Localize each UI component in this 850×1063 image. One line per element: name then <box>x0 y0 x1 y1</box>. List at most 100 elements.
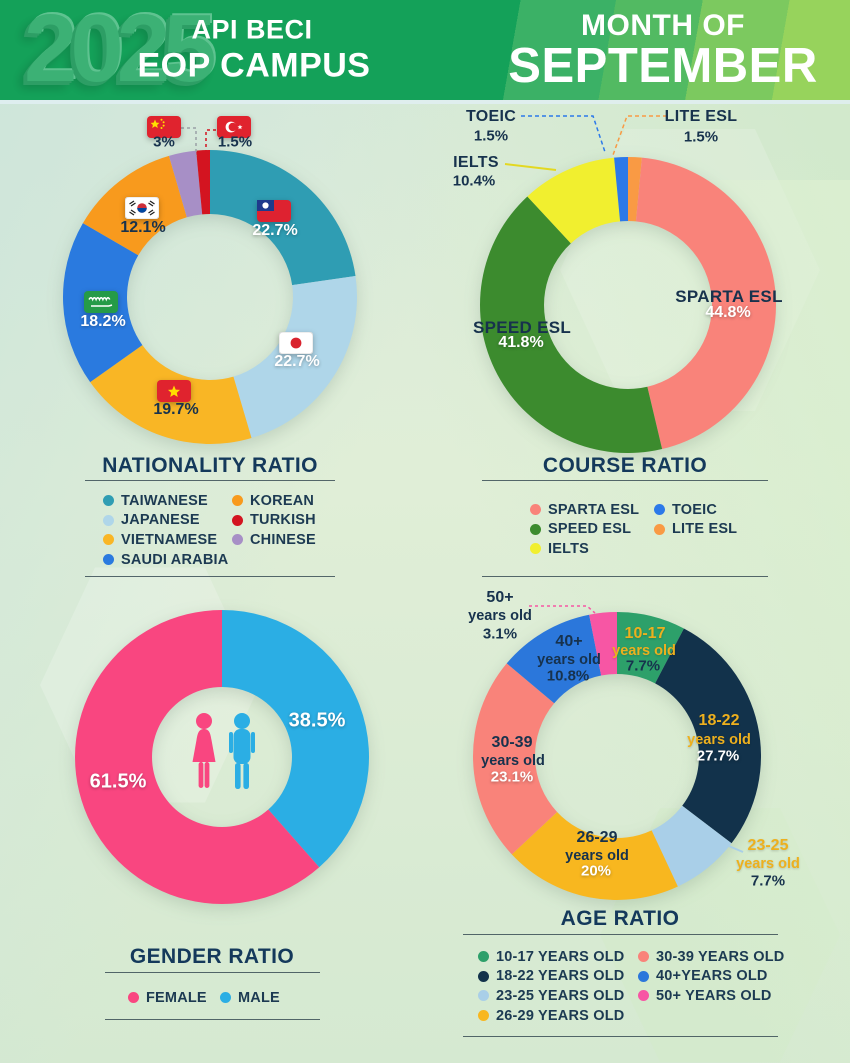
male-person-icon <box>229 713 255 789</box>
legend-item-ielts: IELTS <box>530 539 639 559</box>
age-18-22-sub-label: years old <box>687 732 751 748</box>
nationality-legend-col2: KOREAN TURKISH CHINESE <box>232 491 316 550</box>
legend-dot <box>103 495 114 507</box>
course-slice-lite-esl <box>628 157 642 222</box>
age-slice-50-years-old <box>589 612 617 676</box>
legend-dot <box>478 1010 489 1022</box>
legend-dot <box>478 990 489 1002</box>
age-legend-col2: 30-39 YEARS OLD 40+YEARS OLD 50+ YEARS O… <box>638 947 784 1006</box>
course-slice-speed-esl <box>480 196 663 453</box>
age-30-39-sub-label: years old <box>481 753 545 769</box>
legend-item-female: FEMALE <box>128 988 207 1008</box>
toeic-callout-line <box>521 115 606 153</box>
legend-dot <box>530 523 541 535</box>
age-23-25-percent-label: 7.7% <box>750 872 786 890</box>
gender-donut-chart <box>75 610 369 904</box>
japan-percent-label: 22.7% <box>274 353 320 370</box>
age-slice-10-17-years-old <box>617 612 684 684</box>
course-slice-ielts <box>527 157 621 244</box>
legend-dot <box>232 514 243 526</box>
legend-dot <box>103 534 114 546</box>
nationality-slice-japanese <box>233 276 357 439</box>
divider-line <box>105 972 320 973</box>
legend-dot <box>128 992 139 1004</box>
nationality-slice-turkish <box>196 150 210 215</box>
legend-item-turkish: TURKISH <box>232 511 316 531</box>
legend-dot <box>654 523 665 535</box>
vietnam-flag-icon <box>157 380 191 402</box>
divider-line <box>105 1019 320 1020</box>
course-ratio-title: COURSE RATIO <box>542 454 708 477</box>
course-legend-col1: SPARTA ESL SPEED ESL IELTS <box>530 500 639 559</box>
age-23-25-name-label: 23-25 <box>747 837 789 854</box>
nationality-slice-chinese <box>168 150 203 218</box>
lite-esl-percent-label: 1.5% <box>683 128 719 146</box>
legend-dot <box>478 951 489 963</box>
japan-flag-icon <box>279 332 313 354</box>
toeic-label: TOEIC <box>465 108 517 125</box>
divider-line <box>482 480 768 481</box>
age-40plus-percent-label: 10.8% <box>546 667 590 685</box>
divider-line <box>482 576 768 577</box>
course-slice-sparta-esl <box>635 157 776 450</box>
turkey-percent-label: 1.5% <box>217 133 253 151</box>
turkey-flag-icon <box>217 116 251 138</box>
divider-line <box>85 576 335 577</box>
campus-subtitle: API BECI <box>191 14 313 45</box>
age-26-29-name-label: 26-29 <box>576 829 618 846</box>
china-percent-label: 3% <box>153 133 175 151</box>
nationality-legend-col1: TAIWANESE JAPANESE VIETNAMESE SAUDI ARAB… <box>103 491 228 569</box>
legend-item-50plus: 50+ YEARS OLD <box>638 986 784 1006</box>
age-10-17-name-label: 10-17 <box>624 625 666 642</box>
legend-item-korean: KOREAN <box>232 491 316 511</box>
legend-dot <box>103 514 114 526</box>
legend-item-lite-esl: LITE ESL <box>654 520 737 540</box>
legend-dot <box>220 992 231 1004</box>
age-40plus-name-label: 40+ <box>555 633 583 650</box>
legend-item-toeic: TOEIC <box>654 500 737 520</box>
legend-item-taiwanese: TAIWANESE <box>103 491 228 511</box>
age-slice-23-25-years-old <box>651 805 732 887</box>
legend-dot <box>232 495 243 507</box>
legend-item-40plus: 40+YEARS OLD <box>638 967 784 987</box>
age-40plus-sub-label: years old <box>537 652 601 668</box>
vietnam-percent-label: 19.7% <box>153 401 199 418</box>
legend-dot <box>530 504 541 516</box>
legend-item-vietnamese: VIETNAMESE <box>103 530 228 550</box>
age-18-22-percent-label: 27.7% <box>696 747 740 765</box>
age-legend-col1: 10-17 YEARS OLD 18-22 YEARS OLD 23-25 YE… <box>478 947 624 1025</box>
course-slice-toeic <box>614 157 628 222</box>
gender-ratio-title: GENDER RATIO <box>129 945 295 968</box>
age-18-22-name-label: 18-22 <box>698 712 740 729</box>
course-legend-col2: TOEIC LITE ESL <box>654 500 737 539</box>
age-donut-chart <box>473 612 761 900</box>
nationality-ratio-title: NATIONALITY RATIO <box>102 454 318 477</box>
age-ratio-title: AGE RATIO <box>560 907 680 930</box>
taiwan-percent-label: 22.7% <box>252 222 298 239</box>
male-percent-label: 38.5% <box>288 709 346 732</box>
divider-line <box>463 1036 778 1037</box>
campus-title: EOP CAMPUS <box>137 46 371 85</box>
china-flag-icon <box>147 116 181 138</box>
header-banner: 2025 API BECI EOP CAMPUS MONTH OF SEPTEM… <box>0 0 850 102</box>
legend-dot <box>638 990 649 1002</box>
month-of-label: MONTH OF <box>581 9 745 42</box>
gender-slice-male <box>222 610 369 868</box>
toeic-percent-label: 1.5% <box>473 127 509 145</box>
south-korea-flag-icon <box>125 197 159 219</box>
age-slice-18-22-years-old <box>655 628 761 844</box>
legend-item-male: MALE <box>220 988 280 1008</box>
legend-dot <box>232 534 243 546</box>
legend-item-sparta-esl: SPARTA ESL <box>530 500 639 520</box>
legend-dot <box>103 554 114 566</box>
legend-item-23-25: 23-25 YEARS OLD <box>478 986 624 1006</box>
female-person-icon <box>192 713 216 788</box>
legend-item-26-29: 26-29 YEARS OLD <box>478 1006 624 1026</box>
legend-dot <box>530 543 541 555</box>
age-30-39-percent-label: 23.1% <box>490 768 534 786</box>
legend-item-chinese: CHINESE <box>232 530 316 550</box>
ielts-percent-label: 10.4% <box>452 172 496 190</box>
age-slice-30-39-years-old <box>473 663 558 855</box>
age-30-39-name-label: 30-39 <box>491 734 533 751</box>
